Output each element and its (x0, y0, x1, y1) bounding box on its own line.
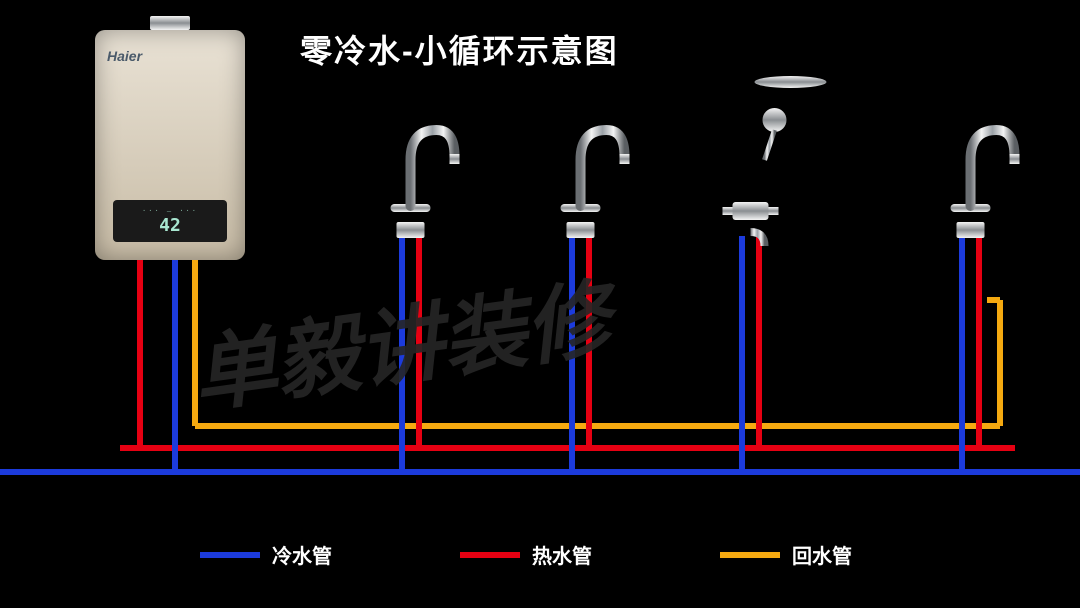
hand-shower-handle (765, 130, 775, 160)
legend-label: 热水管 (532, 540, 592, 569)
legend-swatch (200, 552, 260, 558)
shower-knob-left (723, 207, 733, 215)
hand-shower-head (763, 108, 787, 132)
faucet-base (397, 222, 425, 238)
heater-exhaust (150, 16, 190, 30)
faucet-aerator (450, 154, 460, 164)
faucet-spout (411, 130, 455, 206)
heater-display-temp: 42 (159, 215, 181, 236)
heater-display-line: ··· — ··· (142, 207, 198, 215)
faucet-spout (971, 130, 1015, 206)
legend-label: 回水管 (792, 540, 852, 569)
shower-knob-right (769, 207, 779, 215)
legend-swatch (720, 552, 780, 558)
heater-display: ··· — ··· 42 (113, 200, 227, 242)
shower-valve (733, 202, 769, 220)
faucet-spout (581, 130, 625, 206)
diagram-title: 零冷水-小循环示意图 (300, 26, 619, 72)
pipes-layer (0, 236, 1080, 472)
heater-brand: Haier (107, 48, 142, 64)
faucet-aerator (620, 154, 630, 164)
legend-swatch (460, 552, 520, 558)
shower-head (755, 76, 827, 88)
water-heater: Haier ··· — ··· 42 (95, 30, 245, 260)
legend-item: 热水管 (460, 540, 592, 569)
legend-item: 回水管 (720, 540, 852, 569)
faucet-base (567, 222, 595, 238)
faucet-aerator (1010, 154, 1020, 164)
legend-label: 冷水管 (272, 540, 332, 569)
faucet-base (957, 222, 985, 238)
legend-item: 冷水管 (200, 540, 332, 569)
